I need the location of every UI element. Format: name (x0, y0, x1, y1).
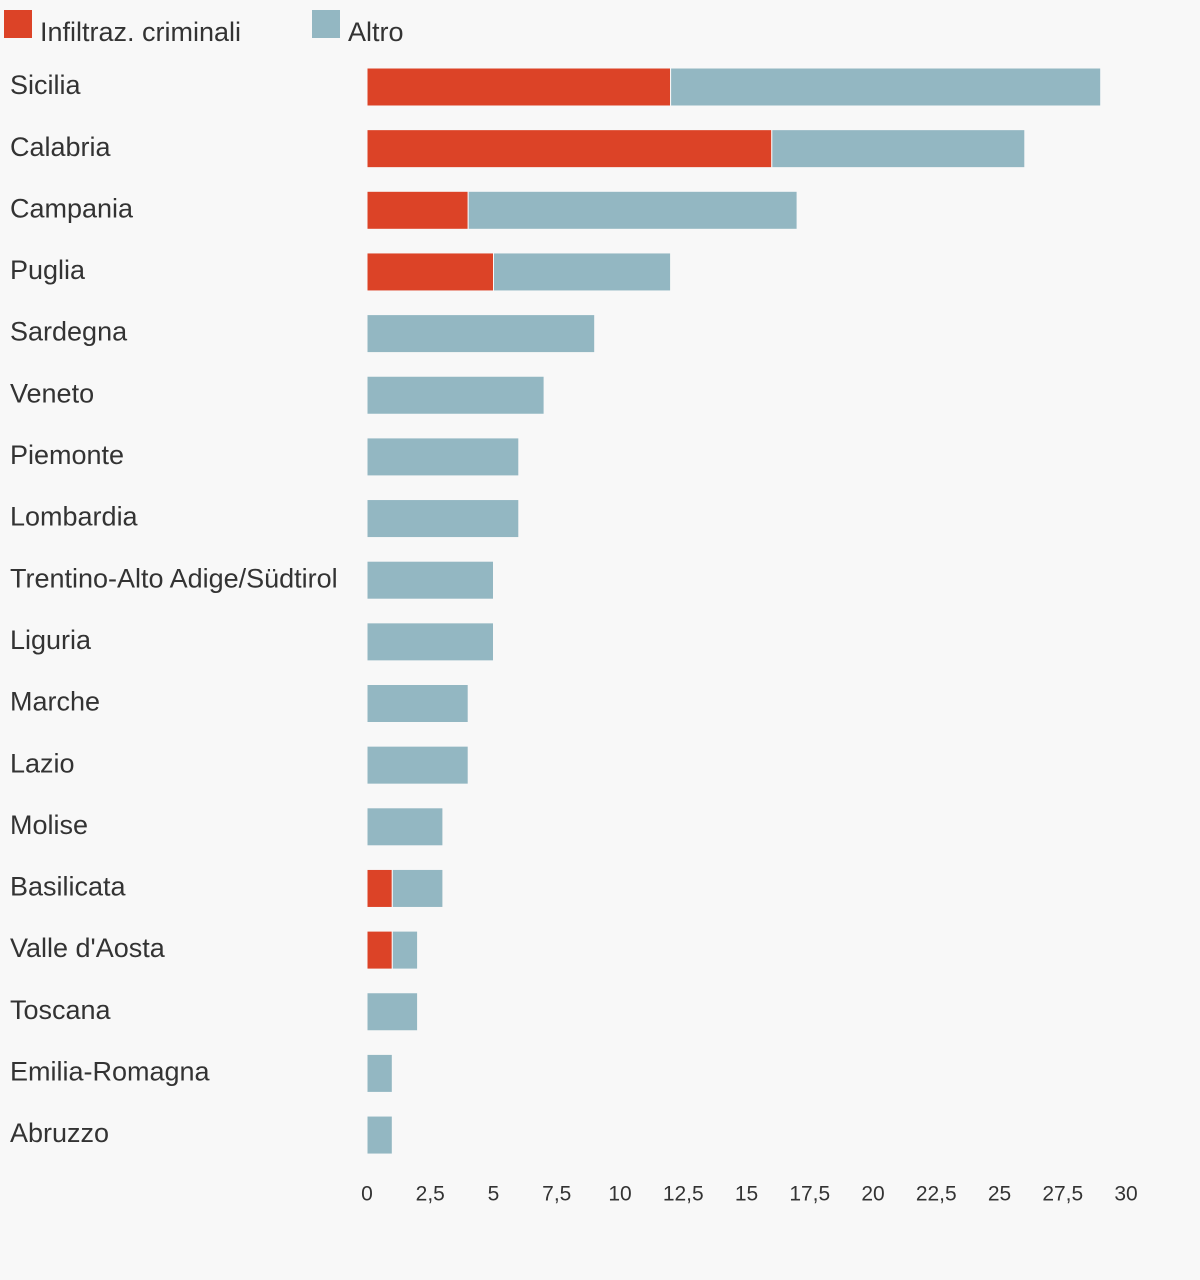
bar-calabria-altro (771, 129, 1026, 169)
bar-veneto-altro (366, 375, 545, 415)
chart-legend: Infiltraz. criminali Altro (4, 10, 404, 47)
bars (366, 67, 1102, 1155)
bar-toscana-altro (366, 992, 419, 1032)
category-label-toscana: Toscana (10, 995, 112, 1025)
x-tick-label: 25 (988, 1183, 1011, 1206)
bar-piemonte-altro (366, 437, 520, 477)
category-label-abruzzo: Abruzzo (10, 1118, 109, 1148)
x-tick-label: 27,5 (1042, 1183, 1083, 1206)
bar-abruzzo-altro (366, 1115, 393, 1155)
x-tick-label: 12,5 (663, 1183, 704, 1206)
x-tick-label: 22,5 (916, 1183, 957, 1206)
x-tick-label: 0 (361, 1183, 373, 1206)
bar-puglia-infiltraz-criminali (366, 252, 494, 292)
bar-calabria-infiltraz-criminali (366, 129, 773, 169)
bar-basilicata-altro (391, 868, 444, 908)
x-tick-label: 17,5 (789, 1183, 830, 1206)
bar-marche-altro (366, 684, 469, 723)
category-label-molise: Molise (10, 810, 88, 840)
category-labels: Sicilia Calabria Campania Puglia Sardegna Ven… (10, 70, 338, 1148)
legend-swatch-infiltraz-criminali (4, 10, 32, 38)
category-label-sicilia: Sicilia (10, 70, 82, 100)
category-label-lombardia: Lombardia (10, 502, 139, 532)
bar-liguria-altro (366, 622, 494, 662)
category-label-campania: Campania (10, 193, 134, 223)
category-label-calabria: Calabria (10, 132, 112, 162)
category-label-piemonte: Piemonte (10, 440, 124, 470)
x-tick-label: 2,5 (416, 1183, 445, 1206)
bar-lombardia-altro (366, 499, 520, 539)
category-label-lazio: Lazio (10, 748, 75, 778)
bar-sicilia-infiltraz-criminali (366, 67, 672, 107)
x-axis: 0 2,5 5 7,5 10 12,5 15 17,5 20 22,5 25 27,5 30 (361, 1183, 1138, 1206)
category-label-puglia: Puglia (10, 255, 86, 285)
x-tick-label: 15 (735, 1183, 758, 1206)
bar-sardegna-altro (366, 314, 596, 354)
bar-basilicata-infiltraz-criminali (366, 868, 393, 908)
x-tick-label: 5 (488, 1183, 500, 1206)
legend-swatch-altro (312, 10, 340, 38)
category-label-veneto: Veneto (10, 378, 94, 408)
category-label-basilicata: Basilicata (10, 872, 127, 902)
category-label-sardegna: Sardegna (10, 317, 128, 347)
category-label-valle-d-aosta: Valle d'Aosta (10, 933, 166, 963)
bar-campania-altro (467, 190, 798, 230)
bar-trentino-alto-adige-sudtirol-altro (366, 560, 494, 600)
category-label-emilia-romagna: Emilia-Romagna (10, 1057, 211, 1087)
bar-campania-infiltraz-criminali (366, 190, 469, 230)
bar-sicilia-altro (670, 67, 1102, 107)
category-label-liguria: Liguria (10, 625, 92, 655)
category-label-trentino-alto-adige-sudtirol: Trentino-Alto Adige/Südtirol (10, 563, 338, 593)
bar-molise-altro (366, 807, 444, 847)
legend-label-altro: Altro (348, 17, 404, 47)
x-tick-label: 30 (1114, 1183, 1137, 1206)
category-label-marche: Marche (10, 687, 100, 717)
bar-puglia-altro (493, 252, 672, 292)
bar-valle-d-aosta-altro (391, 930, 419, 970)
bar-lazio-altro (366, 745, 469, 785)
bar-emilia-romagna-altro (366, 1053, 393, 1093)
x-tick-label: 20 (861, 1183, 884, 1206)
x-tick-label: 7,5 (542, 1183, 571, 1206)
legend-label-infiltraz-criminali: Infiltraz. criminali (40, 17, 241, 47)
bar-valle-d-aosta-infiltraz-criminali (366, 930, 393, 970)
x-tick-label: 10 (608, 1183, 631, 1206)
